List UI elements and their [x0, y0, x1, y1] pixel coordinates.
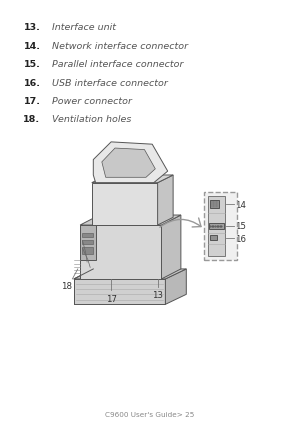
Polygon shape — [161, 216, 181, 279]
Polygon shape — [80, 225, 161, 279]
FancyBboxPatch shape — [204, 193, 237, 260]
Text: 17: 17 — [106, 295, 117, 304]
Text: Power connector: Power connector — [52, 97, 132, 106]
Text: 18: 18 — [61, 282, 73, 291]
Polygon shape — [74, 279, 165, 305]
Polygon shape — [92, 176, 173, 183]
Polygon shape — [82, 248, 93, 254]
Polygon shape — [82, 241, 93, 245]
Polygon shape — [74, 269, 186, 279]
FancyBboxPatch shape — [208, 196, 225, 256]
Polygon shape — [158, 176, 173, 225]
Polygon shape — [80, 225, 96, 260]
Text: 14: 14 — [235, 200, 246, 209]
Text: Parallel interface connector: Parallel interface connector — [52, 60, 184, 69]
Text: Interface unit: Interface unit — [52, 23, 116, 32]
Text: 13: 13 — [152, 291, 163, 300]
Text: 17.: 17. — [23, 97, 40, 106]
Polygon shape — [92, 183, 158, 225]
Text: 14.: 14. — [23, 42, 40, 51]
Text: 13.: 13. — [24, 23, 40, 32]
Text: USB interface connector: USB interface connector — [52, 78, 168, 87]
Text: 18.: 18. — [23, 115, 40, 124]
Text: 16.: 16. — [23, 78, 40, 87]
Text: 16: 16 — [235, 234, 246, 243]
Text: Network interface connector: Network interface connector — [52, 42, 188, 51]
Polygon shape — [93, 143, 168, 183]
Polygon shape — [165, 269, 186, 305]
Polygon shape — [102, 149, 155, 178]
Text: Ventilation holes: Ventilation holes — [52, 115, 132, 124]
Polygon shape — [82, 233, 93, 237]
Text: 15: 15 — [235, 222, 246, 231]
FancyArrowPatch shape — [160, 219, 201, 227]
FancyBboxPatch shape — [210, 236, 217, 241]
Polygon shape — [80, 216, 181, 225]
FancyBboxPatch shape — [209, 223, 224, 229]
FancyBboxPatch shape — [210, 201, 219, 209]
Text: C9600 User's Guide> 25: C9600 User's Guide> 25 — [105, 411, 195, 417]
Text: 15.: 15. — [24, 60, 40, 69]
